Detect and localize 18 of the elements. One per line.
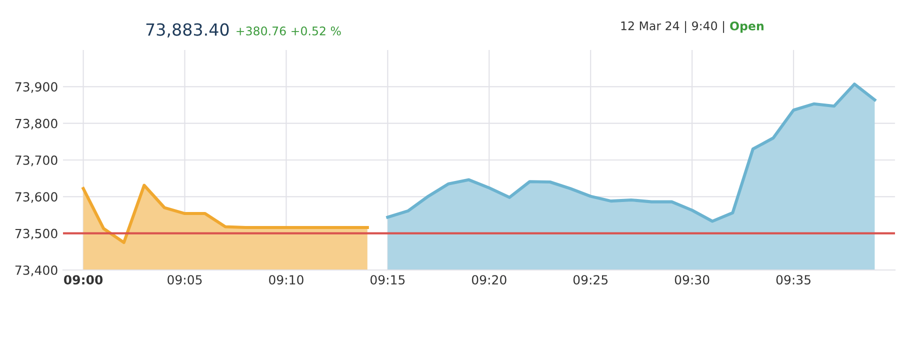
x-tick-label: 09:05 <box>168 275 202 285</box>
x-tick-label: 09:20 <box>472 275 506 285</box>
text: Open <box>730 21 764 33</box>
x-tick-label: 09:30 <box>674 275 710 285</box>
y-tick-label: 73,400 <box>15 265 58 276</box>
y-tick-label: 73,800 <box>15 118 58 130</box>
x-tick-label: 09:10 <box>269 275 304 285</box>
chart-title: 73,883.40 <box>146 23 229 38</box>
x-tick-label: 09:35 <box>776 275 810 285</box>
y-tick-label: 73,900 <box>15 82 58 93</box>
x-tick-label: 09:15 <box>370 275 405 285</box>
y-tick-label: 73,600 <box>15 192 58 203</box>
y-tick-label: 73,700 <box>15 155 58 166</box>
y-tick-label: 73,500 <box>15 228 58 240</box>
x-tick-label: 09:00 <box>64 275 103 285</box>
x-tick-label: 09:25 <box>573 275 608 285</box>
text: 12 Mar 24 | 9:40 | <box>621 21 724 33</box>
chart-subtitle: +380.76 +0.52 % <box>236 26 341 36</box>
